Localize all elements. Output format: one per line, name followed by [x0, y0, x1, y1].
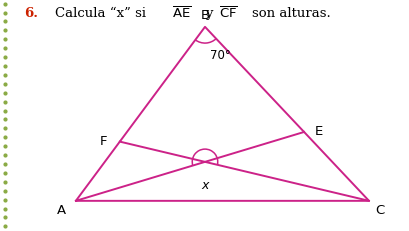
Text: 6.: 6. [25, 7, 38, 20]
Text: $\overline{\mathrm{AE}}$: $\overline{\mathrm{AE}}$ [172, 6, 191, 21]
Text: Calcula “x” si: Calcula “x” si [55, 7, 146, 20]
Text: E: E [314, 125, 322, 138]
Text: x: x [201, 178, 208, 191]
Text: F: F [100, 134, 107, 147]
Text: y: y [204, 7, 212, 20]
Text: C: C [374, 203, 384, 216]
Text: A: A [56, 203, 65, 216]
Text: B: B [200, 9, 209, 22]
Text: son alturas.: son alturas. [252, 7, 330, 20]
Text: 70°: 70° [210, 49, 231, 62]
Text: $\overline{\mathrm{CF}}$: $\overline{\mathrm{CF}}$ [219, 6, 238, 21]
